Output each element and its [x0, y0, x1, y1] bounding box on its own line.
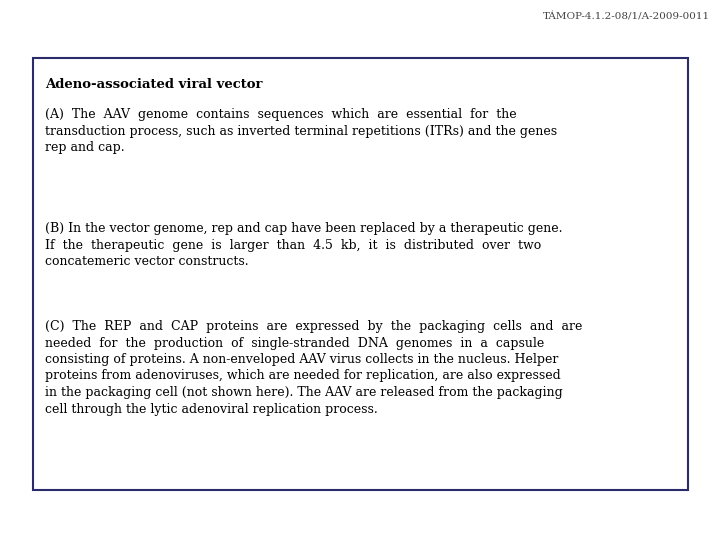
Text: (B) In the vector genome, rep and cap have been replaced by a therapeutic gene.
: (B) In the vector genome, rep and cap ha…	[45, 222, 562, 268]
Text: TÁMOP-4.1.2-08/1/A-2009-0011: TÁMOP-4.1.2-08/1/A-2009-0011	[543, 12, 710, 21]
FancyBboxPatch shape	[33, 58, 688, 490]
Text: Adeno-associated viral vector: Adeno-associated viral vector	[45, 78, 263, 91]
Text: (C)  The  REP  and  CAP  proteins  are  expressed  by  the  packaging  cells  an: (C) The REP and CAP proteins are express…	[45, 320, 582, 415]
Text: (A)  The  AAV  genome  contains  sequences  which  are  essential  for  the
tran: (A) The AAV genome contains sequences wh…	[45, 108, 557, 154]
